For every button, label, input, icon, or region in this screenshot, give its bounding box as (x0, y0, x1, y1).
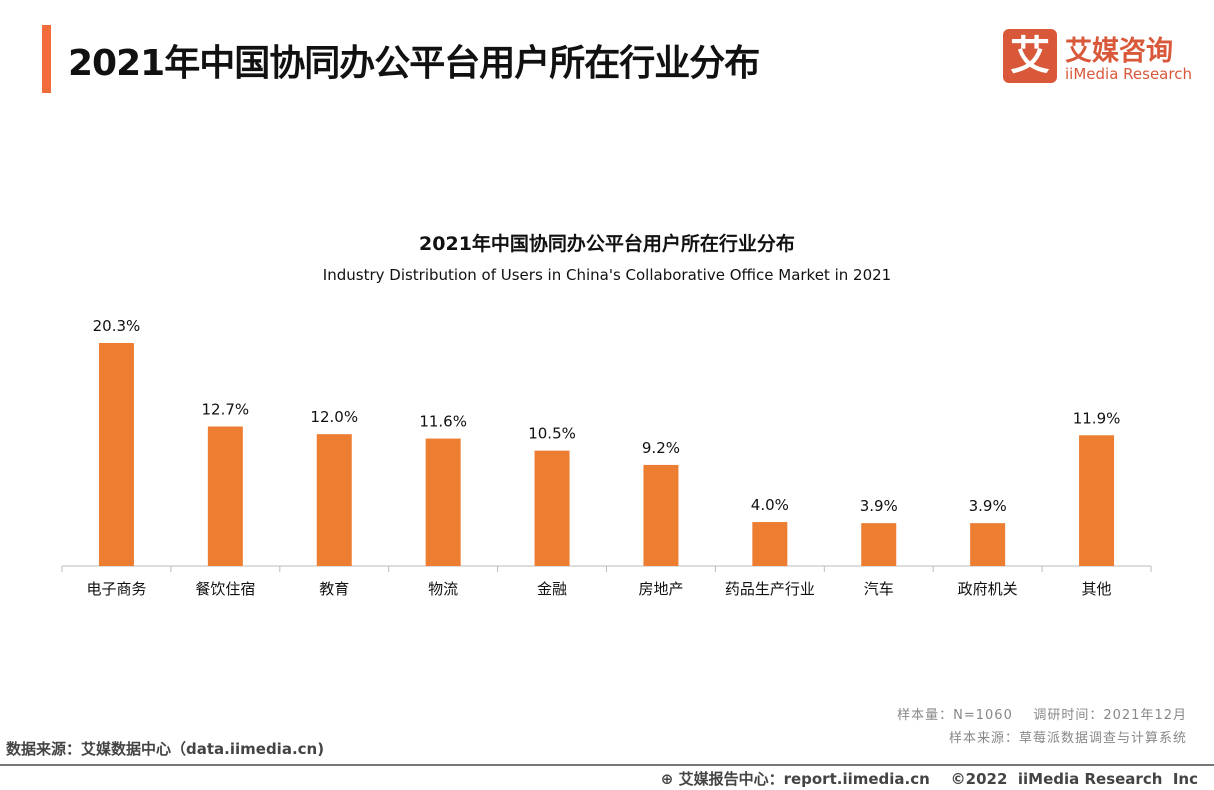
iimedia-logo: 艾 艾媒咨询 iiMedia Research (1003, 29, 1193, 85)
title-accent-bar (42, 25, 51, 93)
sample-source: 样本来源：草莓派数据调查与计算系统 (948, 731, 1187, 746)
data-label: 11.9% (1073, 409, 1121, 427)
logo-en: iiMedia Research (1065, 65, 1192, 83)
logo-cn: 艾媒咨询 (1065, 36, 1173, 67)
chart-title: 2021年中国协同办公平台用户所在行业分布 (419, 233, 795, 255)
sample-info: 样本量：N=1060 调研时间：2021年12月 (897, 708, 1187, 723)
page-title: 2021年中国协同办公平台用户所在行业分布 (68, 43, 760, 84)
data-label: 4.0% (751, 496, 789, 514)
logo-mark: 艾 (1003, 29, 1057, 83)
bar (425, 438, 461, 566)
data-label: 12.0% (310, 408, 358, 426)
bar (861, 523, 897, 566)
category-label: 餐饮住宿 (195, 580, 255, 598)
category-label: 电子商务 (86, 580, 146, 598)
category-label: 教育 (319, 580, 349, 598)
data-source: 数据来源：艾媒数据中心（data.iimedia.cn) (6, 740, 325, 758)
category-label: 汽车 (864, 580, 894, 598)
category-label: 政府机关 (958, 580, 1018, 598)
bar (207, 426, 243, 566)
data-label: 3.9% (969, 497, 1007, 515)
category-label: 金融 (537, 580, 567, 598)
bar (970, 523, 1006, 566)
data-label: 11.6% (419, 413, 467, 431)
footer-divider (0, 764, 1214, 766)
bar (534, 450, 570, 566)
data-label: 20.3% (93, 317, 141, 335)
data-label: 12.7% (202, 400, 250, 418)
bar (316, 434, 352, 566)
category-label: 药品生产行业 (725, 580, 815, 598)
bar (98, 343, 134, 566)
footer-text: 艾媒报告中心：report.iimedia.cn ©2022 iiMedia R… (678, 770, 1198, 788)
footer: ⊕ 艾媒报告中心：report.iimedia.cn ©2022 iiMedia… (661, 768, 1198, 789)
data-label: 3.9% (860, 497, 898, 515)
category-label: 房地产 (638, 580, 683, 598)
bar (643, 464, 679, 566)
category-label: 其他 (1082, 580, 1112, 598)
data-label: 10.5% (528, 425, 576, 443)
globe-icon: ⊕ (660, 770, 679, 788)
category-label: 物流 (428, 580, 458, 598)
data-label: 9.2% (642, 439, 680, 457)
bar (1079, 435, 1115, 566)
bar (752, 522, 788, 566)
chart-subtitle: Industry Distribution of Users in China'… (322, 266, 892, 284)
